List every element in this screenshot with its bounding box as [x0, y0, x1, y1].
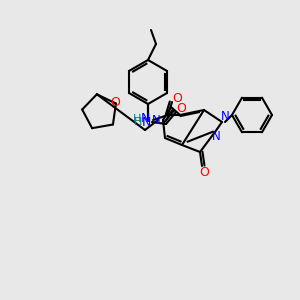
Text: N: N: [220, 110, 230, 124]
Text: N: N: [141, 116, 151, 128]
Text: N: N: [152, 113, 160, 127]
Text: O: O: [199, 166, 209, 178]
Text: O: O: [172, 92, 182, 104]
Text: N: N: [140, 112, 150, 125]
Text: O: O: [176, 103, 186, 116]
Text: H: H: [134, 117, 142, 127]
Text: O: O: [110, 95, 120, 109]
Text: H: H: [133, 114, 141, 124]
Text: N: N: [212, 130, 220, 143]
